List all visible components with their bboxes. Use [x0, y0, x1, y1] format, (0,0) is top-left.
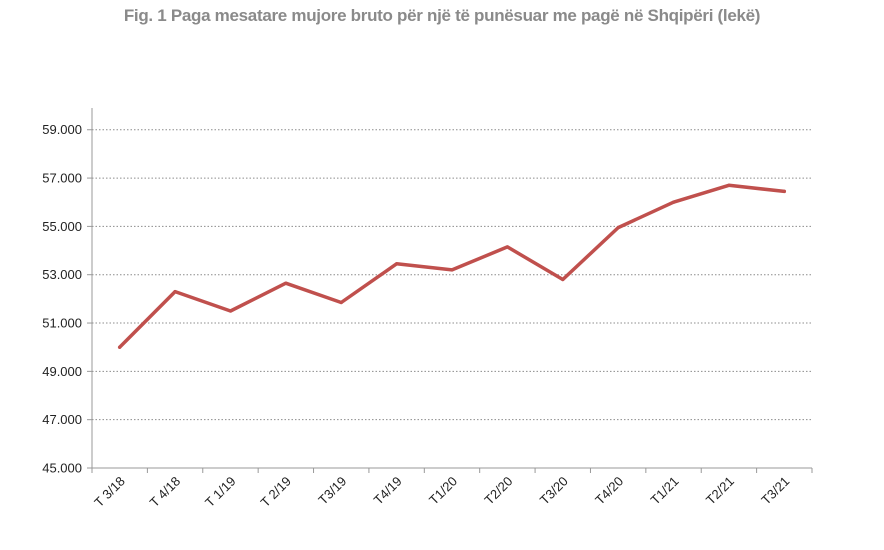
gridlines — [92, 129, 812, 421]
data-point — [450, 268, 454, 272]
data-point — [505, 245, 509, 249]
x-tick-label: T3/19 — [315, 474, 349, 508]
y-tick-label: 51.000 — [42, 316, 82, 331]
x-tick-label: T 1/19 — [202, 474, 239, 511]
data-point — [671, 200, 676, 204]
x-tick-label: T4/19 — [371, 474, 405, 508]
data-point — [561, 277, 565, 282]
data-point — [727, 183, 731, 187]
y-tick-label: 55.000 — [42, 219, 82, 234]
data-point — [782, 189, 786, 193]
x-tick-label: T3/20 — [537, 474, 571, 508]
x-tick-label: T 4/18 — [147, 474, 184, 511]
x-tick-label: T4/20 — [592, 474, 626, 508]
data-point — [339, 300, 343, 305]
data-point — [228, 309, 233, 313]
x-tick-labels: T 3/18 T 4/18 T 1/19 T 2/19 T3/19 T4/19 T1/20 T… — [91, 468, 813, 511]
chart-title: Fig. 1 Paga mesatare mujore bruto për nj… — [123, 6, 761, 25]
x-tick-label: T 3/18 — [91, 474, 128, 511]
x-tick-label: T 2/19 — [257, 474, 294, 511]
data-point — [284, 281, 288, 285]
series-group — [117, 183, 787, 349]
y-tick-labels: 45.000 47.000 49.000 51.000 53.000 55.000 57.0… — [42, 122, 92, 476]
y-tick-label: 49.000 — [42, 364, 82, 379]
data-point — [616, 225, 620, 230]
x-tick-label: T3/21 — [758, 474, 792, 508]
y-tick-label: 47.000 — [42, 412, 82, 427]
x-tick-label: T2/20 — [481, 474, 515, 508]
data-point — [395, 262, 399, 266]
y-tick-label: 45.000 — [42, 461, 82, 476]
data-point — [118, 345, 122, 349]
y-tick-label: 59.000 — [42, 122, 82, 137]
x-tick-label: T2/21 — [703, 474, 737, 508]
x-tick-label: T1/20 — [426, 474, 460, 508]
data-point — [173, 290, 177, 294]
x-tick-label: T1/21 — [648, 474, 682, 508]
y-tick-label: 53.000 — [42, 267, 82, 282]
y-tick-label: 57.000 — [42, 171, 82, 186]
